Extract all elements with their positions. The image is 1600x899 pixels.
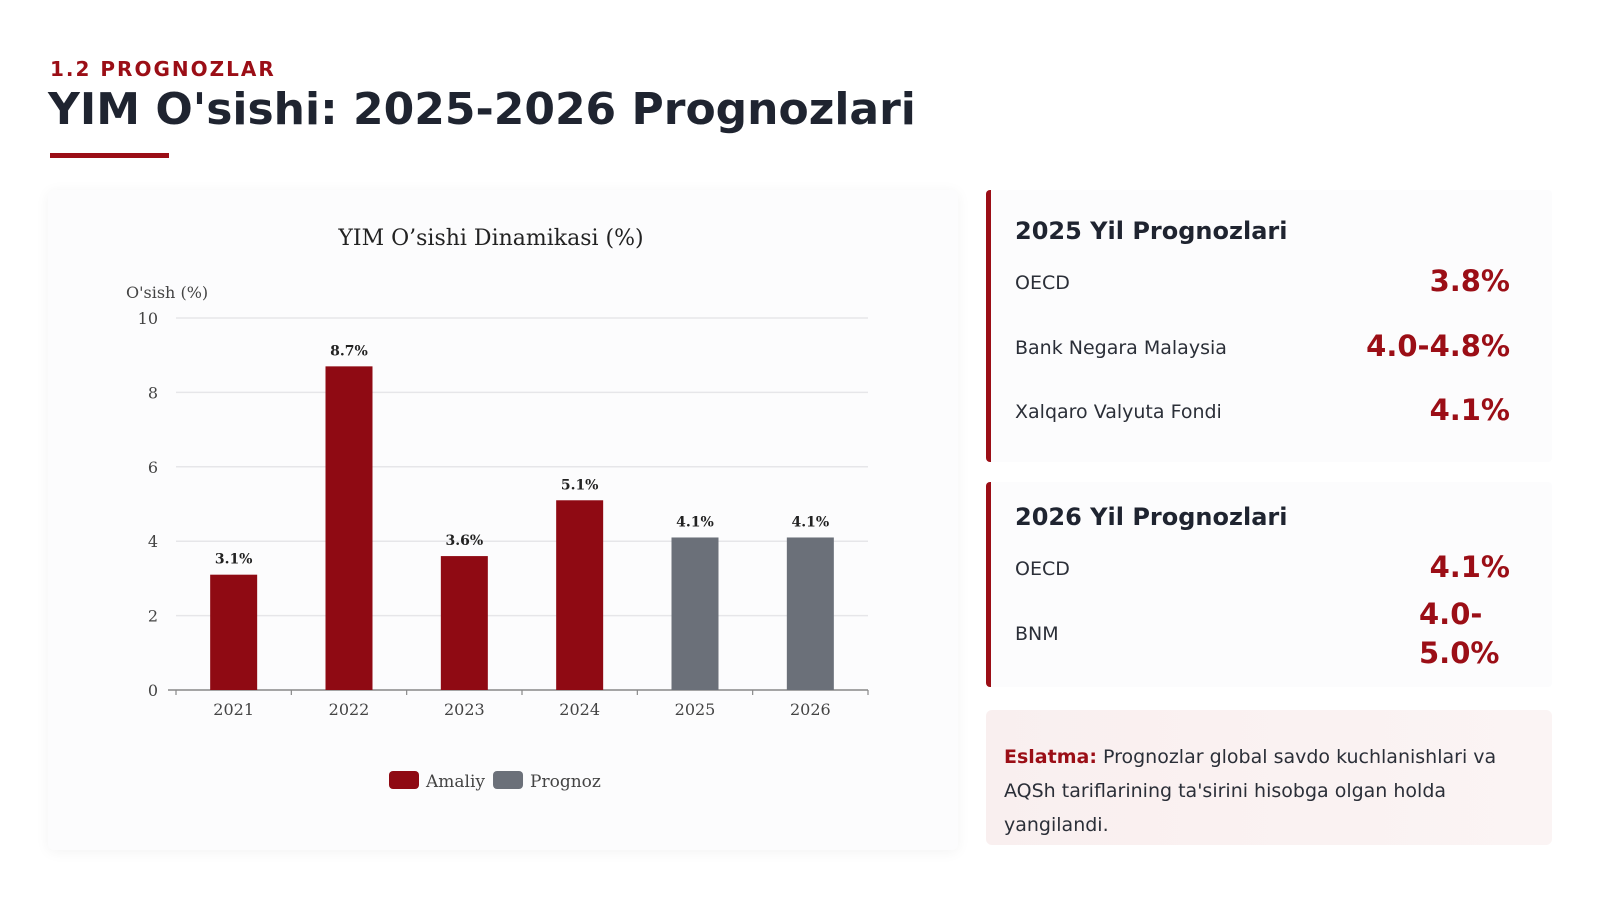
x-tick-label: 2023: [444, 700, 485, 719]
forecast-2026-row-value: 4.1%: [1429, 550, 1510, 584]
forecast-2025-row-label: Bank Negara Malaysia: [1015, 337, 1227, 359]
y-tick-label: 2: [148, 607, 158, 626]
y-tick-label: 0: [148, 681, 158, 700]
y-tick-label: 8: [148, 383, 158, 402]
legend-swatch: [493, 771, 524, 789]
x-tick-label: 2022: [329, 700, 370, 719]
gdp-growth-chart: YIM O’sishi Dinamikasi (%) O'sish (%) 0 2 4 6…: [126, 226, 869, 792]
bar-2026: [786, 537, 834, 690]
forecast-2025-row-value: 4.1%: [1429, 393, 1510, 427]
bar-2023: [440, 556, 488, 690]
bar-value-label: 3.1%: [215, 552, 253, 568]
forecast-2025-row-value: 3.8%: [1429, 264, 1510, 298]
y-axis-label: O'sish (%): [126, 283, 208, 302]
forecast-2026-panel: 2026 Yil Prognozlari OECD 4.1% BNM 4.0-5…: [986, 482, 1552, 687]
x-tick-label: 2021: [213, 700, 254, 719]
note-box: Eslatma: Prognozlar global savdo kuchlan…: [986, 710, 1552, 845]
legend-item-label: Amaliy: [425, 772, 485, 792]
section-eyebrow: 1.2 PROGNOZLAR: [50, 57, 276, 81]
y-tick-label: 4: [148, 532, 158, 551]
chart-card: YIM O’sishi Dinamikasi (%) O'sish (%) 0 2 4 6…: [48, 190, 958, 850]
y-tick-label: 10: [138, 309, 158, 328]
forecast-2026-row-label: BNM: [1015, 623, 1059, 645]
forecast-2025-row-value: 4.0-4.8%: [1366, 329, 1510, 363]
forecast-2026-row-label: OECD: [1015, 558, 1070, 580]
forecast-2025-panel: 2025 Yil Prognozlari OECD 3.8% Bank Nega…: [986, 190, 1552, 462]
title-underline: [50, 153, 169, 158]
bar-value-label: 5.1%: [561, 477, 599, 493]
bar-2024: [556, 500, 604, 690]
bar-value-label: 3.6%: [445, 533, 483, 549]
x-tick-label: 2026: [790, 700, 831, 719]
y-tick-label: 6: [148, 458, 158, 477]
bar-value-label: 4.1%: [791, 514, 829, 530]
legend-swatch: [389, 771, 419, 789]
forecast-2025-row-label: Xalqaro Valyuta Fondi: [1015, 401, 1222, 423]
bar-2025: [671, 537, 719, 690]
forecast-2025-row-label: OECD: [1015, 272, 1070, 294]
x-tick-label: 2025: [675, 700, 716, 719]
x-tick-label: 2024: [559, 700, 600, 719]
forecast-2025-title: 2025 Yil Prognozlari: [1015, 217, 1288, 245]
bar-value-label: 4.1%: [676, 514, 714, 530]
forecast-2026-row-value: 4.0-5.0%: [1419, 597, 1500, 670]
bar-2021: [210, 574, 258, 690]
bar-2022: [325, 366, 373, 690]
bar-value-label: 8.7%: [330, 343, 368, 359]
legend-item-label: Prognoz: [530, 772, 601, 792]
forecast-2026-title: 2026 Yil Prognozlari: [1015, 503, 1288, 531]
note-text: Prognozlar global savdo kuchlanishlari v…: [1004, 746, 1497, 836]
note-label: Eslatma:: [1004, 746, 1097, 768]
chart-title: YIM O’sishi Dinamikasi (%): [337, 226, 643, 251]
page-title: YIM O'sishi: 2025-2026 Prognozlari: [48, 84, 916, 135]
